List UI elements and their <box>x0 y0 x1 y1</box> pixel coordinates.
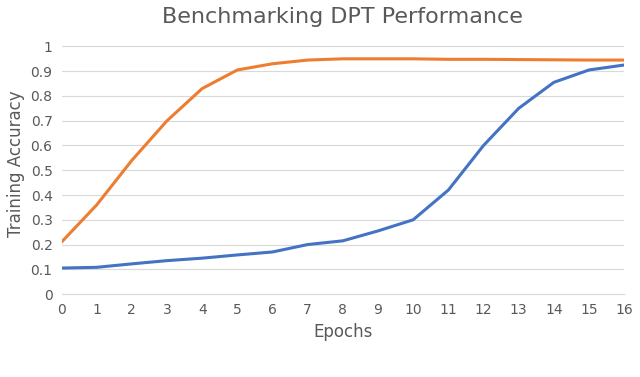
vanilla accuracy <box>374 57 382 61</box>
DPT accuracy <box>445 188 452 192</box>
vanilla accuracy <box>585 58 593 62</box>
DPT accuracy <box>93 265 100 270</box>
DPT accuracy <box>128 262 136 266</box>
vanilla accuracy <box>93 203 100 207</box>
vanilla accuracy <box>163 118 171 123</box>
vanilla accuracy <box>128 158 136 162</box>
DPT accuracy <box>339 239 347 243</box>
vanilla accuracy <box>339 57 347 61</box>
vanilla accuracy <box>234 68 241 72</box>
DPT accuracy <box>304 242 312 247</box>
vanilla accuracy <box>269 61 276 66</box>
DPT accuracy <box>234 253 241 257</box>
vanilla accuracy <box>410 57 417 61</box>
DPT accuracy <box>163 258 171 263</box>
DPT accuracy <box>58 266 65 270</box>
vanilla accuracy <box>620 58 628 62</box>
vanilla accuracy <box>550 58 557 62</box>
DPT accuracy <box>269 250 276 254</box>
DPT accuracy <box>515 106 522 110</box>
DPT accuracy <box>550 80 557 84</box>
Title: Benchmarking DPT Performance: Benchmarking DPT Performance <box>163 7 524 27</box>
vanilla accuracy <box>445 57 452 61</box>
DPT accuracy <box>410 218 417 222</box>
vanilla accuracy <box>198 86 206 91</box>
Line: DPT accuracy: DPT accuracy <box>61 65 624 268</box>
vanilla accuracy <box>58 240 65 244</box>
DPT accuracy <box>198 256 206 261</box>
vanilla accuracy <box>304 58 312 62</box>
DPT accuracy <box>374 229 382 233</box>
DPT accuracy <box>479 143 487 148</box>
DPT accuracy <box>620 63 628 67</box>
vanilla accuracy <box>515 57 522 62</box>
vanilla accuracy <box>479 57 487 61</box>
X-axis label: Epochs: Epochs <box>313 323 372 341</box>
Y-axis label: Training Accuracy: Training Accuracy <box>7 91 25 238</box>
DPT accuracy <box>585 68 593 72</box>
Line: vanilla accuracy: vanilla accuracy <box>61 59 624 242</box>
